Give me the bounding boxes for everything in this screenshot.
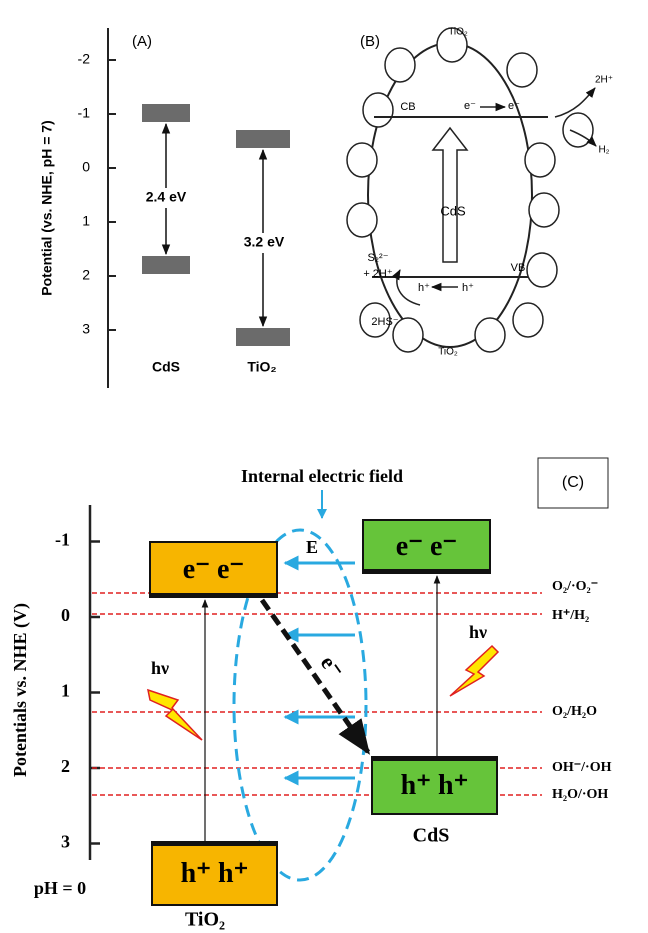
carrier-label: h⁺ bbox=[418, 282, 430, 294]
band bbox=[236, 328, 290, 346]
axis-label: Potentials vs. NHE (V) bbox=[10, 603, 31, 777]
tick-label: 2 bbox=[61, 756, 70, 776]
carrier-label: e⁻ bbox=[464, 100, 476, 112]
light-bolt bbox=[148, 690, 202, 740]
transfer-label: e⁻ bbox=[316, 651, 349, 683]
gap-label: 3.2 eV bbox=[244, 234, 285, 250]
material-label: TiO₂ bbox=[247, 359, 276, 375]
tick-label: -1 bbox=[78, 105, 91, 121]
tick-label: 2 bbox=[82, 267, 90, 283]
tio2-particle bbox=[475, 318, 505, 352]
carrier-label: e⁻ bbox=[508, 100, 520, 112]
material-label: CdS bbox=[152, 359, 180, 375]
band bbox=[142, 256, 190, 274]
tick-label: -2 bbox=[78, 51, 91, 67]
tio2-particle bbox=[385, 48, 415, 82]
band bbox=[142, 104, 190, 122]
tio2-particle bbox=[527, 253, 557, 287]
couple-label: O₂/·O₂⁻ bbox=[552, 579, 598, 594]
tio2-particle bbox=[513, 303, 543, 337]
tick-label: 0 bbox=[61, 605, 70, 625]
tio2-particle bbox=[563, 113, 593, 147]
tick-label: -1 bbox=[55, 530, 70, 550]
species-label: H₂ bbox=[598, 145, 609, 156]
tio2-cb-label: e⁻ e⁻ bbox=[183, 554, 244, 585]
light-label: hν bbox=[469, 622, 487, 642]
couple-label: O₂/H₂O bbox=[552, 704, 597, 719]
material-label: CdS bbox=[413, 825, 450, 847]
tio2-particle bbox=[507, 53, 537, 87]
carrier-label: h⁺ bbox=[462, 282, 474, 294]
species-label: 2HS⁻ bbox=[371, 316, 398, 328]
species-label: 2H⁺ bbox=[595, 75, 613, 86]
band bbox=[236, 130, 290, 148]
cds-vb-label: h⁺ h⁺ bbox=[401, 770, 469, 801]
figure: -2 -1 0 1 2 3 Potential (vs. NHE, pH = 7) (A) 2.… bbox=[0, 0, 648, 933]
light-label: hν bbox=[151, 658, 169, 678]
tio2-particle bbox=[363, 93, 393, 127]
panel-label: (B) bbox=[360, 33, 380, 50]
tick-label: 3 bbox=[61, 832, 70, 852]
tio2-particle bbox=[525, 143, 555, 177]
tio2-particle bbox=[529, 193, 559, 227]
panel-label: (C) bbox=[562, 474, 584, 491]
excitation-arrow bbox=[433, 128, 467, 262]
band-label: CB bbox=[400, 101, 415, 113]
transfer-arrow bbox=[262, 600, 368, 752]
tio2-vb-label: h⁺ h⁺ bbox=[181, 858, 249, 889]
reaction-arrow bbox=[397, 270, 420, 305]
band-label: VB bbox=[511, 262, 526, 274]
tick-label: 3 bbox=[82, 321, 90, 337]
ph-label: pH = 0 bbox=[34, 878, 86, 898]
material-label: TiO₂ bbox=[438, 347, 458, 358]
couple-label: OH⁻/·OH bbox=[552, 760, 612, 775]
field-label: Internal electric field bbox=[241, 466, 403, 486]
material-label: TiO₂ bbox=[185, 909, 225, 931]
material-label: TiO₂ bbox=[448, 27, 468, 38]
tick-label: 1 bbox=[82, 213, 90, 229]
tio2-particle bbox=[347, 143, 377, 177]
field-symbol: E bbox=[306, 537, 318, 557]
species-label: + 2H⁺ bbox=[363, 268, 393, 280]
gap-label: 2.4 eV bbox=[146, 189, 187, 205]
panel-label: (A) bbox=[132, 33, 152, 50]
material-label: CdS bbox=[440, 203, 466, 218]
tio2-particle bbox=[347, 203, 377, 237]
axis-label: Potential (vs. NHE, pH = 7) bbox=[39, 120, 55, 295]
couple-label: H⁺/H₂ bbox=[552, 608, 589, 623]
light-bolt bbox=[450, 646, 498, 696]
couple-label: H₂O/·OH bbox=[552, 787, 608, 802]
tick-label: 0 bbox=[82, 159, 90, 175]
tick-label: 1 bbox=[61, 681, 70, 701]
species-label: S₂²⁻ bbox=[367, 252, 388, 264]
cds-cb-label: e⁻ e⁻ bbox=[396, 531, 457, 562]
